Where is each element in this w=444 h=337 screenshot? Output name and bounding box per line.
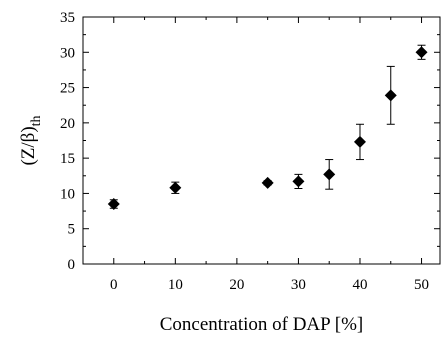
plot-frame: [82, 16, 441, 265]
tick-labels: 0 5 10 15 20 25 30 35 0 10 20 30 40 50: [60, 10, 429, 293]
x-tick-label: 40: [352, 277, 367, 293]
y-tick-label: 35: [60, 10, 75, 26]
y-tick-label: 30: [60, 45, 75, 61]
y-tick-label: 5: [68, 222, 76, 238]
y-axis-title-subscript: th: [29, 115, 44, 126]
y-tick-label: 10: [60, 186, 75, 202]
x-tick-label: 10: [168, 277, 183, 293]
y-tick-label: 0: [68, 257, 76, 273]
x-tick-label: 50: [414, 277, 429, 293]
y-tick-label: 20: [60, 116, 75, 132]
data-point-diamond: [415, 46, 428, 59]
x-tick-label: 0: [110, 277, 118, 293]
data-point-diamond: [292, 175, 305, 188]
y-axis-title-main: (Z/β): [18, 126, 39, 165]
data-point-diamond: [323, 168, 336, 181]
data-markers: [107, 46, 428, 211]
x-tick-label: 20: [229, 277, 244, 293]
x-axis-title: Concentration of DAP [%]: [160, 314, 364, 335]
x-tick-label: 30: [291, 277, 306, 293]
y-axis-title: (Z/β)th: [18, 115, 44, 165]
data-point-diamond: [353, 135, 366, 148]
data-point-diamond: [169, 181, 182, 194]
y-tick-label: 25: [60, 81, 75, 97]
data-point-diamond: [261, 176, 274, 189]
axis-ticks: [82, 16, 440, 265]
y-tick-label: 15: [60, 151, 75, 167]
data-point-diamond: [107, 198, 120, 211]
data-point-diamond: [384, 89, 397, 102]
